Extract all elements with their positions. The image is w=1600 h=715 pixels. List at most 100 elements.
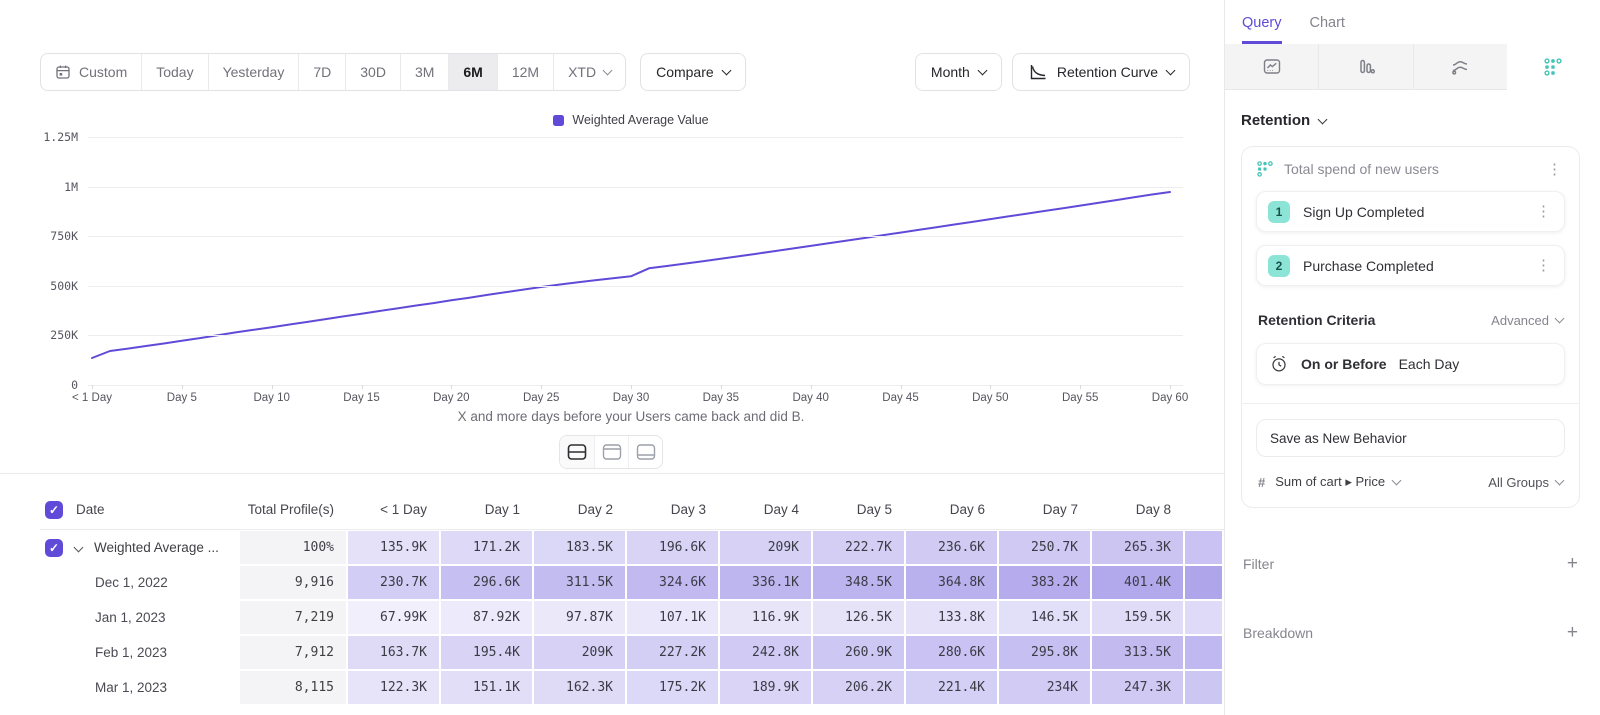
x-axis-label: Day 25 bbox=[496, 392, 586, 404]
add-filter-button[interactable]: + bbox=[1567, 554, 1578, 573]
advanced-dropdown[interactable]: Advanced bbox=[1491, 313, 1563, 328]
measure-property-dropdown[interactable]: Sum of cart ▸ Price bbox=[1275, 474, 1400, 490]
tab-funnels[interactable] bbox=[1319, 44, 1413, 90]
chart-gridline bbox=[88, 137, 1183, 138]
chevron-down-icon bbox=[1318, 114, 1328, 124]
value-cell: 196.6K bbox=[627, 531, 718, 564]
select-all-checkbox[interactable]: ✓ bbox=[45, 501, 63, 519]
behavior-card: Total spend of new users ⋮ 1 Sign Up Com… bbox=[1241, 146, 1580, 508]
value-cell: 159.5K bbox=[1092, 601, 1183, 634]
value-cell: 162.3K bbox=[534, 671, 625, 704]
save-as-new-behavior-button[interactable]: Save as New Behavior bbox=[1256, 419, 1565, 457]
x-axis-tick bbox=[901, 385, 902, 389]
date-header-cell: ✓ Date bbox=[40, 490, 238, 529]
chevron-down-icon bbox=[1555, 314, 1565, 324]
chart-legend[interactable]: Weighted Average Value bbox=[92, 113, 1170, 127]
report-type-tabs bbox=[1225, 44, 1600, 90]
x-axis-label: Day 15 bbox=[317, 392, 407, 404]
step-row-1[interactable]: 1 Sign Up Completed ⋮ bbox=[1256, 191, 1565, 232]
x-axis-tick bbox=[990, 385, 991, 389]
x-axis-label: Day 10 bbox=[227, 392, 317, 404]
total-profiles-cell: 9,916 bbox=[240, 566, 346, 599]
legend-swatch bbox=[553, 115, 564, 126]
legend-label: Weighted Average Value bbox=[572, 113, 708, 127]
date-cell: ✓ Weighted Average ... bbox=[40, 531, 238, 564]
retention-criteria-label: Retention Criteria bbox=[1258, 312, 1491, 328]
value-cell: 183.5K bbox=[534, 531, 625, 564]
chevron-down-icon bbox=[1555, 476, 1565, 486]
tab-flows[interactable] bbox=[1414, 44, 1507, 90]
kebab-menu-icon[interactable]: ⋮ bbox=[1533, 258, 1554, 273]
retention-criteria-row: Retention Criteria Advanced bbox=[1256, 312, 1565, 328]
row-label: Weighted Average ... bbox=[94, 540, 219, 555]
sidebar-body: Retention Total spend of new users ⋮ bbox=[1225, 90, 1600, 642]
layout-table-only-button[interactable] bbox=[628, 436, 662, 468]
chart-gridline bbox=[88, 385, 1183, 386]
day-column-header: Day 4 bbox=[720, 490, 811, 529]
value-cell: 209K bbox=[534, 636, 625, 669]
value-cell: 209K bbox=[720, 531, 811, 564]
query-sidebar: Query Chart bbox=[1224, 0, 1600, 715]
value-cell: 348.5K bbox=[813, 566, 904, 599]
tab-insights[interactable] bbox=[1225, 44, 1319, 90]
clock-icon bbox=[1269, 354, 1289, 374]
x-axis-label: Day 5 bbox=[137, 392, 227, 404]
value-cell: 135.9K bbox=[348, 531, 439, 564]
date-column-header: Date bbox=[76, 502, 105, 517]
value-cell: 189.9K bbox=[720, 671, 811, 704]
value-cell: 122.3K bbox=[348, 671, 439, 704]
value-cell: 146.5K bbox=[999, 601, 1090, 634]
tab-retention[interactable] bbox=[1507, 44, 1600, 90]
numeric-property-icon: # bbox=[1258, 475, 1265, 490]
value-cell: 364.8K bbox=[906, 566, 997, 599]
measure-row: # Sum of cart ▸ Price All Groups bbox=[1256, 474, 1565, 492]
report-section-dropdown[interactable]: Retention bbox=[1241, 112, 1580, 129]
retention-table: ✓ Date Total Profile(s) < 1 DayDay 1Day … bbox=[40, 490, 1224, 706]
section-label: Retention bbox=[1241, 112, 1310, 129]
value-cell-partial bbox=[1185, 601, 1222, 634]
x-axis-label: Day 55 bbox=[1035, 392, 1125, 404]
value-cell: 163.7K bbox=[348, 636, 439, 669]
tab-chart[interactable]: Chart bbox=[1310, 15, 1345, 44]
retention-line-chart[interactable] bbox=[92, 130, 1170, 392]
total-profiles-cell: 100% bbox=[240, 531, 346, 564]
layout-split-button[interactable] bbox=[560, 436, 594, 468]
funnels-icon bbox=[1356, 57, 1376, 77]
criteria-condition-row[interactable]: On or Before Each Day bbox=[1256, 343, 1565, 385]
x-axis-label: Day 35 bbox=[676, 392, 766, 404]
tab-query[interactable]: Query bbox=[1242, 15, 1282, 44]
value-cell: 383.2K bbox=[999, 566, 1090, 599]
chart-gridline bbox=[88, 187, 1183, 188]
x-axis-tick bbox=[811, 385, 812, 389]
measure-property-label: Sum of cart ▸ Price bbox=[1275, 474, 1385, 490]
value-cell: 97.87K bbox=[534, 601, 625, 634]
all-groups-dropdown[interactable]: All Groups bbox=[1488, 475, 1563, 490]
x-axis-label: Day 30 bbox=[586, 392, 676, 404]
value-cell: 401.4K bbox=[1092, 566, 1183, 599]
y-axis-label: 250K bbox=[20, 328, 78, 342]
x-axis-tick bbox=[1170, 385, 1171, 389]
value-cell: 222.7K bbox=[813, 531, 904, 564]
kebab-menu-icon[interactable]: ⋮ bbox=[1544, 162, 1565, 177]
kebab-menu-icon[interactable]: ⋮ bbox=[1533, 204, 1554, 219]
section-divider bbox=[0, 473, 1224, 474]
row-label: Jan 1, 2023 bbox=[45, 610, 166, 625]
value-cell: 265.3K bbox=[1092, 531, 1183, 564]
step-row-2[interactable]: 2 Purchase Completed ⋮ bbox=[1256, 245, 1565, 286]
total-profiles-cell: 8,115 bbox=[240, 671, 346, 704]
y-axis-label: 750K bbox=[20, 229, 78, 243]
x-axis-label: Day 20 bbox=[406, 392, 496, 404]
chart-gridline bbox=[88, 286, 1183, 287]
day-column-header: Day 6 bbox=[906, 490, 997, 529]
chevron-down-icon bbox=[1392, 476, 1402, 486]
value-cell: 171.2K bbox=[441, 531, 532, 564]
value-cell: 295.8K bbox=[999, 636, 1090, 669]
value-cell: 151.1K bbox=[441, 671, 532, 704]
add-breakdown-button[interactable]: + bbox=[1567, 623, 1578, 642]
x-axis-tick bbox=[1080, 385, 1081, 389]
layout-chart-only-button[interactable] bbox=[594, 436, 628, 468]
x-axis-label: Day 50 bbox=[945, 392, 1035, 404]
value-cell: 250.7K bbox=[999, 531, 1090, 564]
value-cell: 260.9K bbox=[813, 636, 904, 669]
row-checkbox[interactable]: ✓ bbox=[45, 539, 63, 557]
